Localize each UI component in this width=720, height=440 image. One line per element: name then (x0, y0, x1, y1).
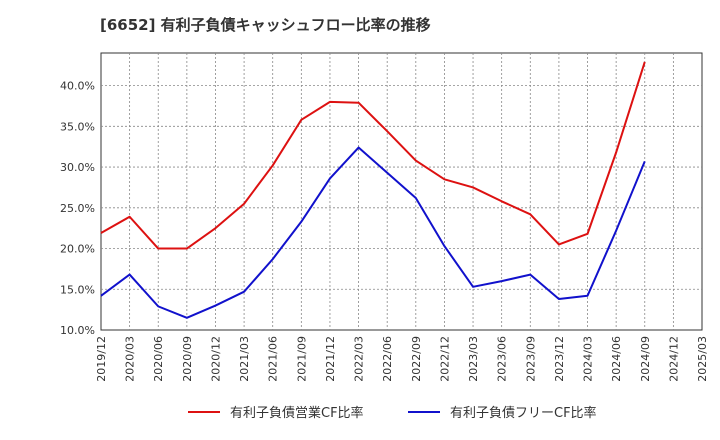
x-tick-label: 2019/12 (95, 336, 108, 382)
axes: 2019/12 2020/03 2020/06 2020/09 2020/12 2021/… (60, 80, 709, 382)
plot-area (100, 52, 703, 331)
x-tick-label: 2024/09 (639, 336, 652, 382)
x-tick-label: 2023/06 (496, 336, 509, 382)
y-tick-label: 35.0% (60, 120, 95, 133)
x-tick-label: 2024/03 (582, 336, 595, 382)
x-tick-label: 2022/06 (381, 336, 394, 382)
series-line-2 (100, 146, 646, 319)
series-line-1 (100, 61, 646, 250)
x-tick-label: 2024/06 (610, 336, 623, 382)
x-tick-label: 2021/12 (324, 336, 337, 382)
x-tick-label: 2021/09 (295, 336, 308, 382)
x-tick-label: 2020/09 (181, 336, 194, 382)
x-tick-label: 2021/03 (238, 336, 251, 382)
x-tick-label: 2022/12 (438, 336, 451, 382)
y-tick-label: 40.0% (60, 80, 95, 93)
legend-label-1: 有利子負債営業CF比率 (230, 405, 364, 421)
y-tick-label: 25.0% (60, 202, 95, 215)
x-tick-label: 2020/12 (209, 336, 222, 382)
x-tick-label: 2021/06 (267, 336, 280, 382)
legend: 有利子負債営業CF比率 有利子負債フリーCF比率 (188, 405, 597, 421)
x-tick-label: 2020/06 (152, 336, 165, 382)
x-tick-label: 2025/03 (696, 336, 709, 382)
x-tick-label: 2023/12 (553, 336, 566, 382)
x-tick-label: 2023/09 (524, 336, 537, 382)
y-tick-label: 30.0% (60, 161, 95, 174)
x-tick-label: 2023/03 (467, 336, 480, 382)
x-tick-label: 2022/03 (353, 336, 366, 382)
x-tick-label: 2024/12 (667, 336, 680, 382)
series-layer (100, 61, 646, 319)
y-tick-label: 20.0% (60, 243, 95, 256)
chart-title: [6652] 有利子負債キャッシュフロー比率の推移 (100, 16, 431, 34)
x-tick-label: 2020/03 (124, 336, 137, 382)
y-tick-label: 10.0% (60, 324, 95, 337)
grid (101, 53, 702, 330)
x-tick-label: 2022/09 (410, 336, 423, 382)
y-tick-label: 15.0% (60, 283, 95, 296)
legend-label-2: 有利子負債フリーCF比率 (450, 405, 597, 421)
